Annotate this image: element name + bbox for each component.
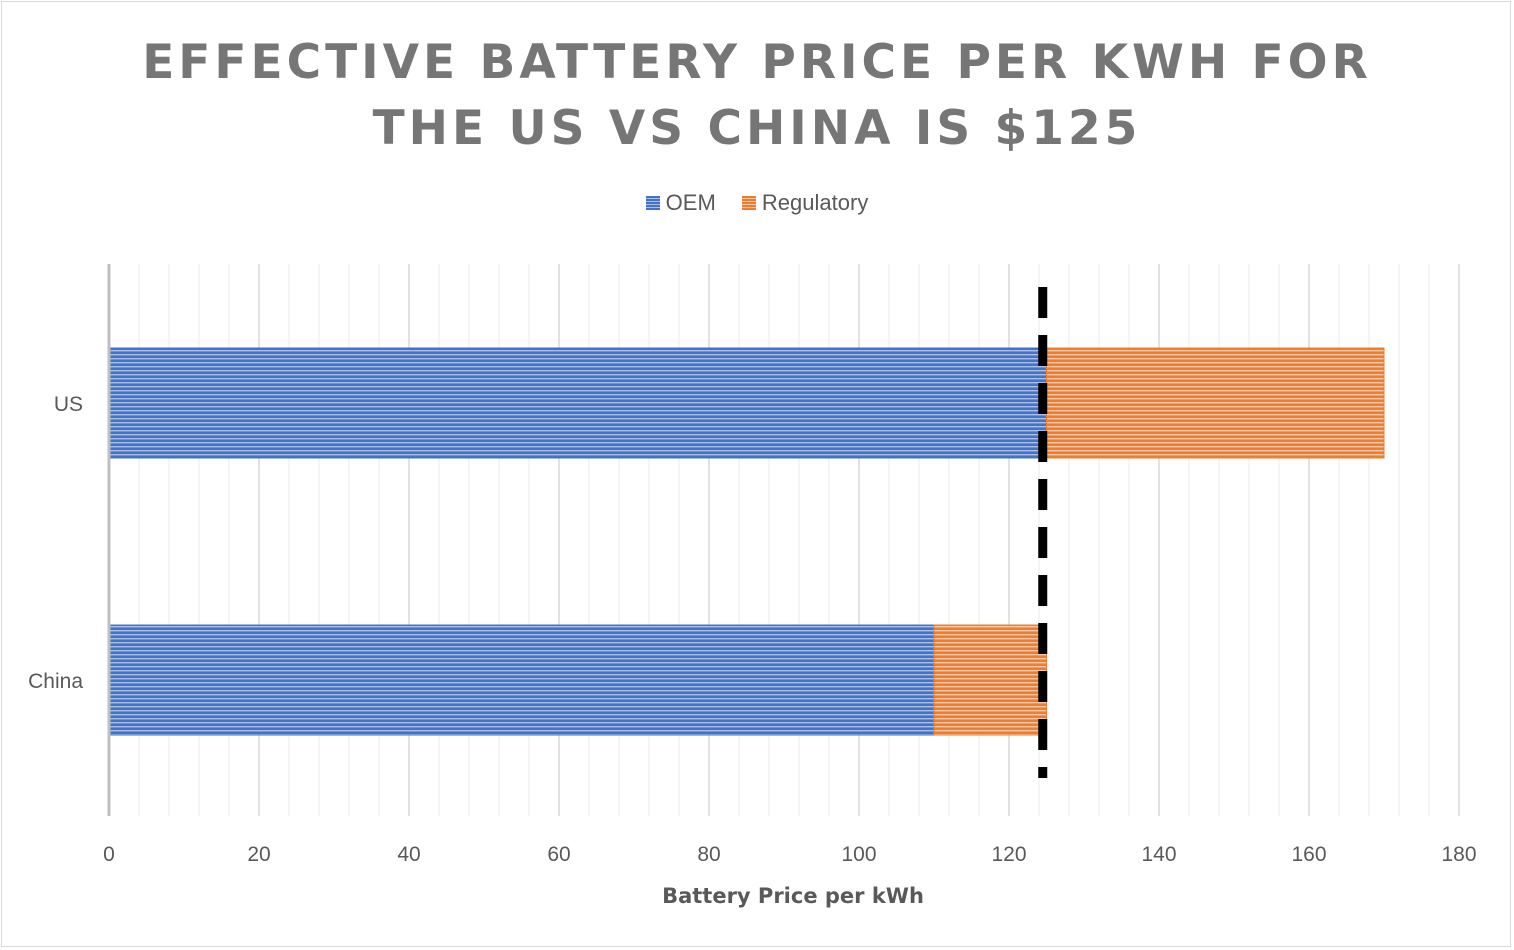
x-tick-label: 140 (1141, 843, 1176, 866)
y-category-label: China (28, 670, 83, 693)
x-tick-label: 20 (247, 843, 270, 866)
axes: 0 20 40 60 80 100 120 140 160 180 US China (28, 264, 1477, 866)
bar-china-regulatory (933, 624, 1047, 736)
x-tick-label: 0 (103, 843, 115, 866)
legend-item-oem: OEM (645, 190, 716, 216)
chart-title-line-2: THE US VS CHINA IS $125 (372, 101, 1142, 156)
legend-label-regulatory: Regulatory (761, 190, 869, 215)
legend: OEM Regulatory (0, 190, 1514, 216)
chart-title: EFFECTIVE BATTERY PRICE PER KWH FOR THE … (0, 30, 1514, 162)
bar-china-oem (108, 624, 935, 736)
x-tick-label: 160 (1291, 843, 1326, 866)
x-tick-label: 80 (697, 843, 720, 866)
y-category-label: US (54, 393, 83, 416)
legend-swatch-oem (645, 196, 660, 210)
bars (108, 347, 1385, 736)
bar-us-regulatory (1046, 347, 1385, 459)
x-tick-label: 120 (991, 843, 1026, 866)
x-tick-label: 60 (547, 843, 570, 866)
x-axis-title: Battery Price per kWh (662, 884, 924, 908)
legend-item-regulatory: Regulatory (741, 190, 869, 216)
legend-label-oem: OEM (665, 190, 716, 215)
x-tick-label: 100 (841, 843, 876, 866)
x-tick-label: 40 (397, 843, 420, 866)
chart-title-line-1: EFFECTIVE BATTERY PRICE PER KWH FOR (142, 35, 1372, 90)
legend-swatch-regulatory (741, 196, 756, 210)
x-tick-label: 180 (1441, 843, 1476, 866)
bar-us-oem (108, 347, 1047, 459)
